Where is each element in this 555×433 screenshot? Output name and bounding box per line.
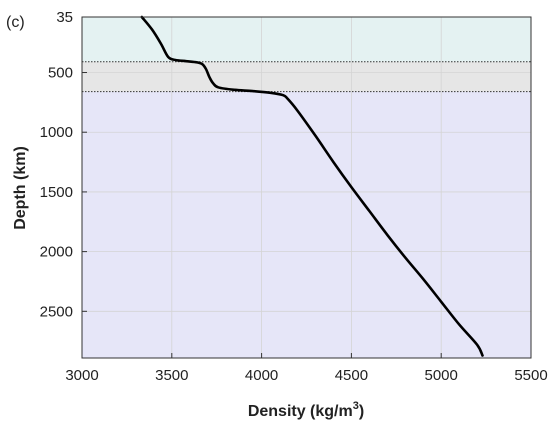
y-tick-label-4: 2000 bbox=[40, 244, 73, 261]
y-tick-label-5: 2500 bbox=[40, 303, 73, 320]
series-line-density-profile bbox=[140, 15, 484, 357]
x-tick-label-5: 5500 bbox=[514, 367, 547, 384]
y-axis-ticks: 35 500 1000 1500 2000 2500 bbox=[40, 9, 87, 320]
x-tick-label-0: 3000 bbox=[65, 367, 98, 384]
y-tick-label-2: 1000 bbox=[40, 124, 73, 141]
x-tick-label-3: 4500 bbox=[335, 367, 368, 384]
region-band-0 bbox=[82, 17, 531, 62]
y-tick-label-3: 1500 bbox=[40, 184, 73, 201]
x-axis-label: Density (kg/m3) bbox=[248, 400, 364, 420]
plot-frame bbox=[81, 16, 532, 359]
x-axis-label-main: Density (kg/m bbox=[248, 403, 353, 420]
region-band-2 bbox=[82, 91, 531, 358]
x-axis-ticks: 3000 3500 4000 4500 5000 5500 bbox=[65, 353, 548, 384]
y-tick-label-0: 35 bbox=[56, 9, 73, 26]
region-band-1 bbox=[82, 61, 531, 92]
x-tick-label-2: 4000 bbox=[245, 367, 278, 384]
y-tick-label-1: 500 bbox=[48, 65, 73, 82]
layer-regions bbox=[82, 17, 531, 358]
x-axis-label-close: ) bbox=[359, 403, 364, 420]
x-tick-label-4: 5000 bbox=[425, 367, 458, 384]
x-tick-label-1: 3500 bbox=[155, 367, 188, 384]
panel-label: (c) bbox=[6, 14, 25, 31]
layer-series bbox=[140, 15, 484, 357]
y-axis-label: Depth (km) bbox=[12, 146, 29, 230]
x-axis-label-superscript: 3 bbox=[353, 400, 359, 412]
